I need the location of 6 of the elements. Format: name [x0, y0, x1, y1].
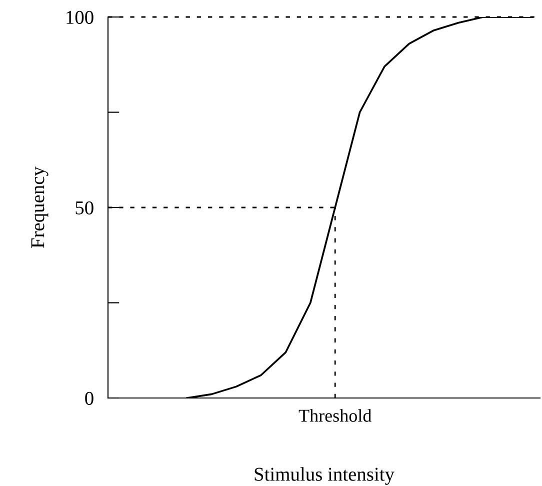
y-axis-title: Frequency	[31, 166, 48, 248]
x-axis-title: Stimulus intensity	[254, 467, 394, 485]
y-tick-label: 100	[66, 10, 94, 24]
x-tick-label: Threshold	[298, 409, 372, 422]
y-tick-label: 50	[76, 201, 94, 214]
y-tick-label: 0	[85, 392, 94, 405]
